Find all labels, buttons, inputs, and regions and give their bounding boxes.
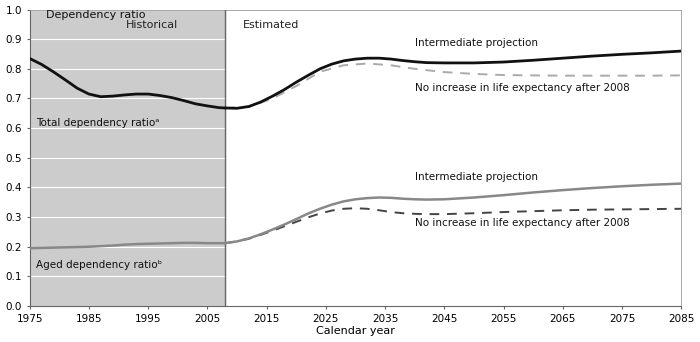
Text: Total dependency ratioᵃ: Total dependency ratioᵃ [36, 118, 159, 128]
Bar [29, 10, 225, 306]
Text: Intermediate projection: Intermediate projection [414, 38, 538, 48]
Text: Estimated: Estimated [243, 20, 300, 30]
X-axis label: Calendar year: Calendar year [316, 327, 395, 337]
Text: Aged dependency ratioᵇ: Aged dependency ratioᵇ [36, 260, 162, 270]
Text: No increase in life expectancy after 2008: No increase in life expectancy after 200… [414, 83, 629, 93]
Text: Intermediate projection: Intermediate projection [414, 172, 538, 182]
Text: Dependency ratio: Dependency ratio [46, 10, 145, 20]
Text: Historical: Historical [125, 20, 178, 30]
Text: No increase in life expectancy after 2008: No increase in life expectancy after 200… [414, 218, 629, 228]
